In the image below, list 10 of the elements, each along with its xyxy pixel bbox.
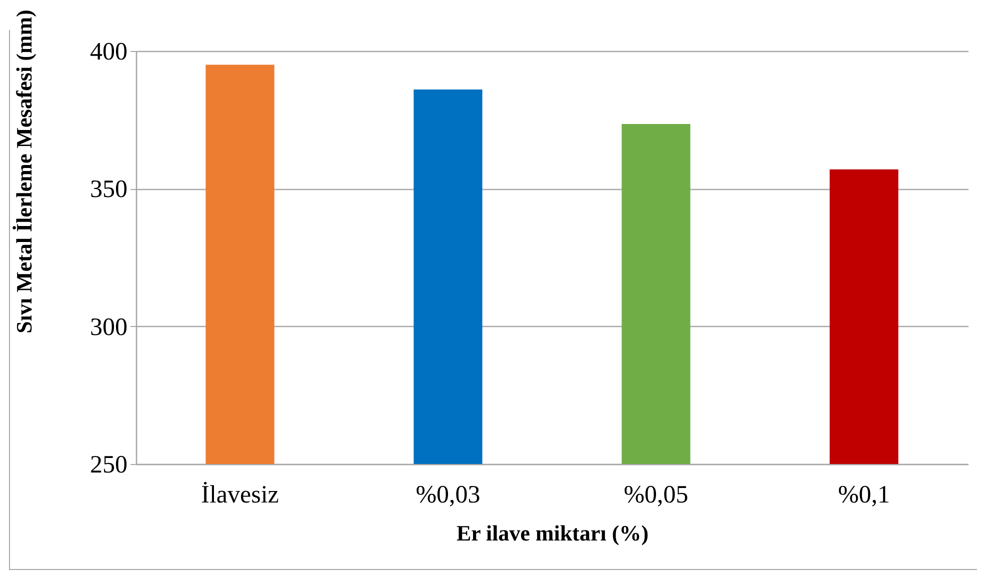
y-tick-label: 350 [90, 176, 128, 204]
y-tick-label: 400 [90, 38, 128, 66]
x-tick-label: %0,05 [624, 482, 688, 508]
y-axis-title: Sıvı Metal İlerleme Mesafesi (mm) [12, 10, 36, 334]
x-axis-title: Er ilave miktarı (%) [456, 520, 649, 546]
y-tick-label: 250 [90, 452, 128, 478]
x-tick-label: %0,1 [838, 482, 890, 508]
x-tick-label: İlavesiz [201, 482, 279, 508]
x-tick-label: %0,03 [416, 482, 480, 508]
y-tick-label: 300 [90, 314, 128, 341]
